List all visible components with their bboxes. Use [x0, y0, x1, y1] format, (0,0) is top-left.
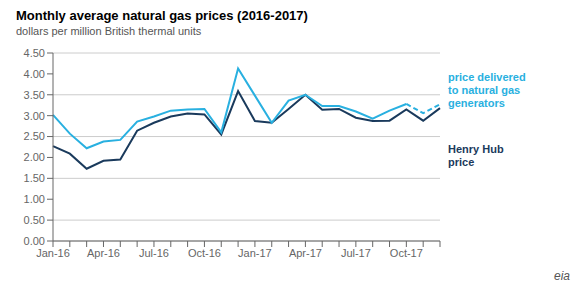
- svg-text:3.50: 3.50: [24, 89, 45, 101]
- svg-text:3.00: 3.00: [24, 110, 45, 122]
- html-text:eia: eia: [554, 269, 570, 283]
- svg-text:0.00: 0.00: [24, 235, 45, 247]
- svg-text:1.00: 1.00: [24, 193, 45, 205]
- svg-text:2.00: 2.00: [24, 151, 45, 163]
- svg-text:0.50: 0.50: [24, 214, 45, 226]
- svg-text:Apr-16: Apr-16: [87, 247, 120, 259]
- svg-text:Jul-16: Jul-16: [139, 247, 169, 259]
- html-text:Henry Hub price: Henry Hub price: [448, 143, 504, 168]
- svg-text:Jan-16: Jan-16: [36, 247, 70, 259]
- html-text:Monthly average natural gas pr: Monthly average natural gas prices (2016…: [16, 8, 308, 23]
- html-text:price delivered to natural gas: price delivered to natural gas generator…: [448, 71, 526, 109]
- svg-text:Jan-17: Jan-17: [238, 247, 272, 259]
- svg-text:2.50: 2.50: [24, 130, 45, 142]
- svg-text:Oct-16: Oct-16: [188, 247, 221, 259]
- svg-text:4.50: 4.50: [24, 47, 45, 59]
- svg-text:Jul-17: Jul-17: [341, 247, 371, 259]
- svg-text:4.00: 4.00: [24, 68, 45, 80]
- svg-text:1.50: 1.50: [24, 172, 45, 184]
- html-text:dollars per million British th: dollars per million British thermal unit…: [16, 25, 202, 37]
- svg-text:Apr-17: Apr-17: [289, 247, 322, 259]
- svg-text:Oct-17: Oct-17: [390, 247, 423, 259]
